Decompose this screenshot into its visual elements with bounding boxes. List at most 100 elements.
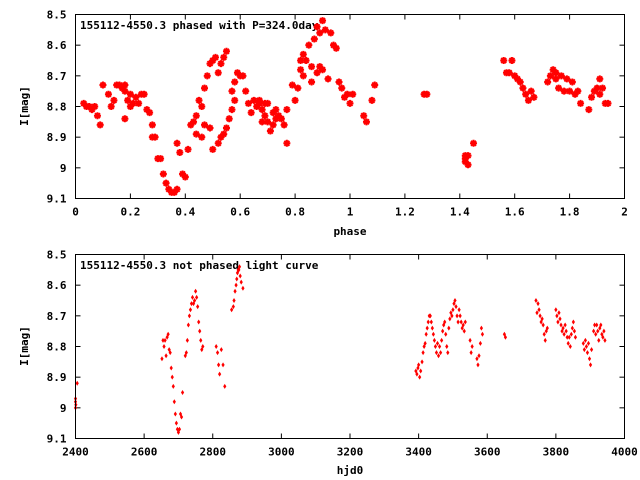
data-point — [445, 344, 449, 349]
data-point — [198, 103, 206, 110]
phased-x-tick-label: 1 — [347, 206, 354, 219]
phased-x-tick-label: 0.8 — [285, 206, 305, 219]
data-point — [559, 322, 563, 328]
data-point — [563, 322, 567, 328]
data-point — [170, 374, 174, 380]
phased-x-tick-label: 1.6 — [505, 206, 525, 219]
data-point — [574, 87, 582, 95]
data-point — [463, 319, 467, 325]
phased-y-axis-label: I[mag] — [18, 86, 31, 126]
data-point — [169, 365, 173, 371]
data-point — [234, 282, 238, 288]
data-point — [187, 313, 192, 319]
data-point — [299, 72, 307, 80]
data-point — [571, 319, 575, 325]
data-point — [478, 340, 482, 346]
data-point — [425, 325, 429, 331]
data-point — [461, 322, 465, 328]
data-point — [173, 139, 181, 147]
data-point — [196, 304, 200, 310]
data-point — [419, 368, 423, 374]
phased-y-tick-label: 8.9 — [47, 131, 67, 144]
data-point — [209, 57, 217, 64]
data-point — [168, 350, 172, 356]
phased-y-tick-label: 8.6 — [47, 39, 67, 52]
data-point — [570, 325, 574, 331]
data-point — [195, 294, 199, 300]
phased-plot-frame — [75, 14, 625, 199]
data-point — [539, 319, 543, 325]
unphased-y-tick-label: 8.6 — [47, 279, 67, 292]
data-point — [593, 84, 601, 92]
data-point — [595, 322, 599, 328]
data-point — [216, 362, 221, 368]
data-point — [319, 17, 327, 25]
unphased-y-tick-label: 9.1 — [47, 433, 67, 446]
data-point — [217, 133, 225, 141]
unphased-x-tick-label: 3400 — [405, 446, 432, 459]
data-point — [418, 374, 422, 380]
data-point — [231, 78, 239, 86]
data-point — [594, 331, 598, 337]
data-point — [500, 57, 508, 64]
phased-y-tick-label: 8.7 — [47, 70, 67, 83]
data-point — [449, 310, 453, 316]
data-point — [587, 356, 592, 362]
data-point — [524, 96, 532, 104]
data-point — [241, 285, 245, 291]
data-point — [266, 127, 274, 135]
data-point — [283, 139, 291, 147]
data-point — [88, 106, 96, 114]
data-point — [118, 84, 126, 92]
data-point — [589, 347, 594, 353]
data-point — [603, 337, 607, 343]
data-point — [460, 325, 464, 331]
data-point — [568, 78, 576, 86]
data-point — [201, 84, 209, 92]
data-point — [584, 344, 589, 349]
data-point — [151, 133, 159, 141]
data-point — [477, 353, 481, 359]
data-point — [442, 322, 446, 328]
data-point — [571, 90, 579, 98]
data-point — [186, 322, 190, 328]
data-point — [173, 411, 177, 417]
data-point — [568, 344, 572, 349]
data-point — [330, 41, 338, 49]
data-point — [148, 121, 156, 129]
data-point — [291, 96, 299, 104]
data-point — [237, 264, 242, 270]
unphased-y-tick-label: 8.5 — [47, 249, 67, 262]
data-point — [233, 288, 237, 294]
phased-x-tick-label: 1.4 — [450, 206, 470, 219]
phased-x-tick-label: 0.6 — [230, 206, 250, 219]
data-point — [480, 331, 485, 337]
data-point — [464, 152, 472, 160]
data-point — [222, 124, 230, 132]
data-point — [221, 362, 225, 368]
data-point — [557, 310, 561, 316]
data-point — [233, 69, 241, 77]
data-point — [426, 319, 430, 325]
data-point — [121, 81, 129, 89]
data-point — [422, 344, 426, 349]
data-point — [537, 307, 541, 313]
data-point — [421, 350, 425, 356]
unphased-x-tick-label: 4000 — [611, 446, 638, 459]
data-point — [214, 69, 222, 77]
data-point — [239, 72, 247, 80]
data-point — [343, 90, 351, 98]
data-point — [222, 47, 230, 55]
data-point — [164, 353, 168, 359]
data-point — [190, 294, 195, 300]
data-point — [534, 298, 538, 303]
phased-y-tick-label: 9.1 — [47, 193, 67, 206]
data-point — [189, 301, 194, 307]
data-point — [585, 106, 593, 114]
data-point — [272, 106, 280, 114]
data-point — [181, 173, 189, 181]
data-point — [562, 331, 566, 337]
data-point — [596, 328, 600, 334]
data-point — [601, 334, 605, 340]
